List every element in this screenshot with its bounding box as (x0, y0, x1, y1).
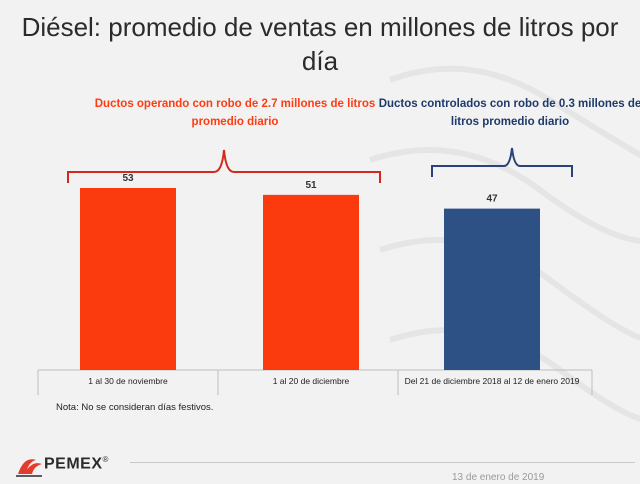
red-annotation-text: Ductos operando con robo de 2.7 millones… (94, 98, 376, 128)
bar-value-label: 47 (486, 194, 498, 205)
bar-value-label: 53 (122, 173, 134, 184)
pemex-logo-icon (16, 459, 42, 477)
bar (444, 208, 540, 370)
chart-title: Diésel: promedio de ventas en millones d… (21, 12, 619, 76)
x-tick-label: Del 21 de diciembre 2018 al 12 de enero … (405, 376, 580, 386)
x-tick-label: 1 al 30 de noviembre (88, 376, 168, 386)
footnote-text: : No se consideran días festivos. (76, 402, 214, 413)
footnote-label: Nota (56, 402, 77, 413)
brand-name: PEMEX (44, 455, 103, 473)
pemex-wordmark: PEMEX® (44, 455, 109, 473)
x-tick-label: 1 al 20 de diciembre (273, 376, 350, 386)
blue-bracket-annotation: Ductos controlados con robo de 0.3 millo… (375, 95, 640, 131)
registered-mark: ® (102, 455, 109, 464)
bar (263, 194, 359, 370)
bar (80, 188, 176, 370)
blue-annotation-text: Ductos controlados con robo de 0.3 millo… (378, 98, 640, 128)
blue-bracket (431, 147, 573, 177)
footer-date: 13 de enero de 2019 (452, 472, 545, 483)
footnote: Nota: No se consideran días festivos. (56, 402, 213, 413)
bar-value-label: 51 (305, 180, 317, 191)
red-bracket-annotation: Ductos operando con robo de 2.7 millones… (90, 95, 380, 131)
footer-divider (130, 462, 635, 463)
red-bracket (67, 149, 381, 183)
